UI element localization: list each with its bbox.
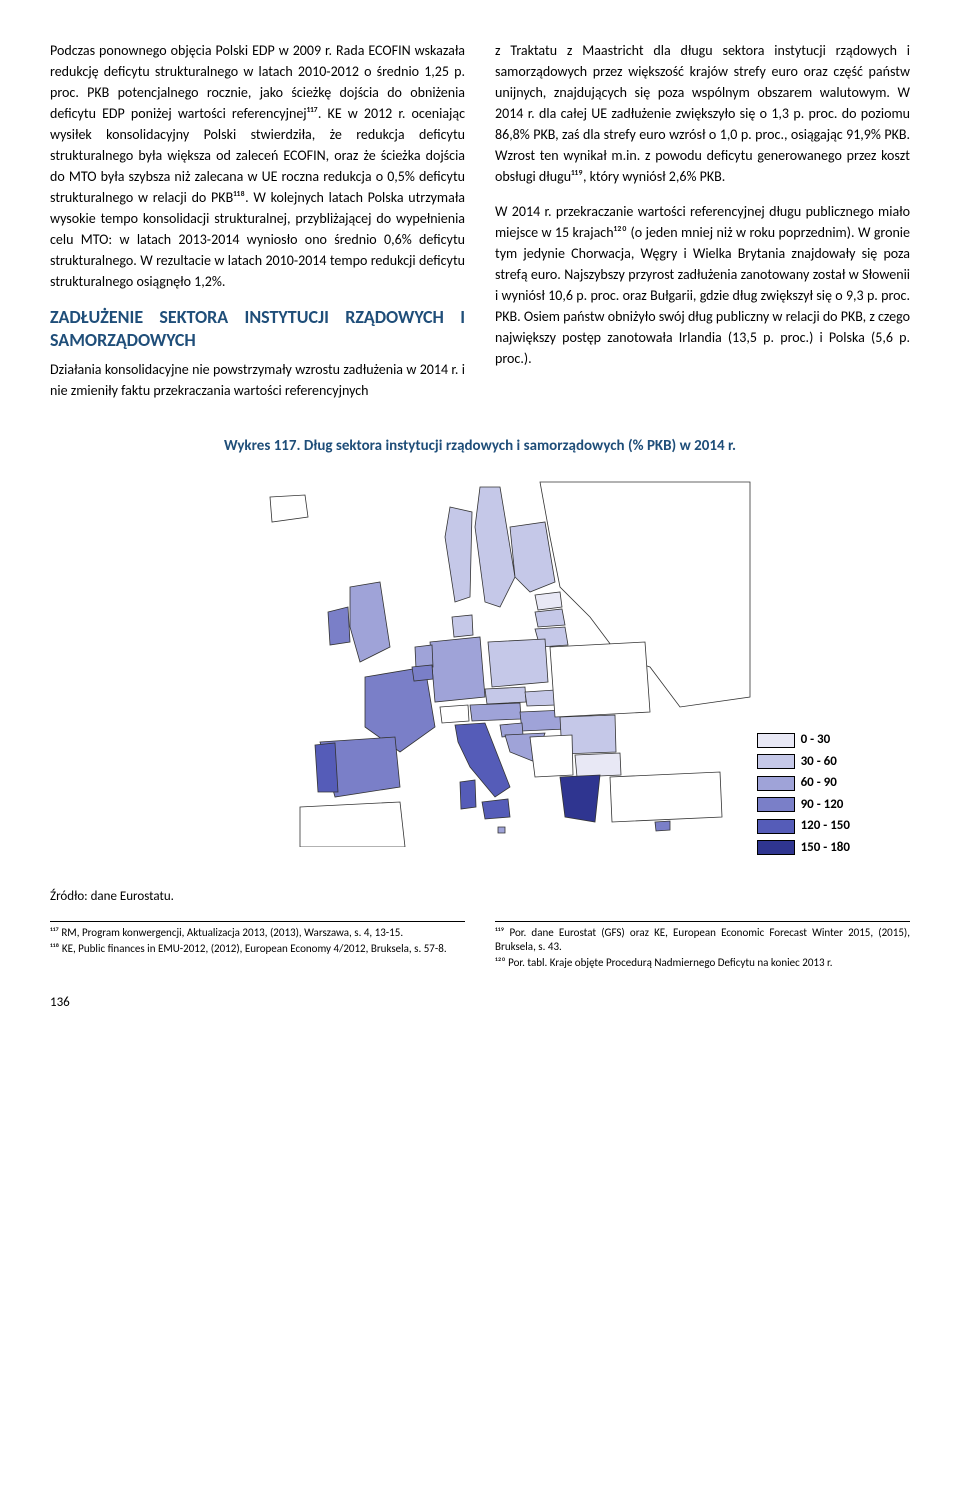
legend-row: 0 - 30 — [757, 730, 850, 750]
legend-label: 90 - 120 — [801, 795, 844, 815]
chart-title: Wykres 117. Dług sektora instytucji rząd… — [50, 435, 910, 458]
footnotes: ¹¹⁷ RM, Program konwergencji, Aktualizac… — [50, 921, 910, 973]
right-paragraph-1: z Traktatu z Maastricht dla długu sektor… — [495, 40, 910, 187]
footnote: ¹²⁰ Por. tabl. Kraje objęte Procedurą Na… — [495, 956, 910, 970]
legend-label: 0 - 30 — [801, 730, 831, 750]
left-paragraph-1: Podczas ponownego objęcia Polski EDP w 2… — [50, 40, 465, 292]
section-heading: ZADŁUŻENIE SEKTORA INSTYTUCJI RZĄDOWYCH … — [50, 306, 465, 353]
legend-swatch — [757, 733, 795, 748]
footnotes-left: ¹¹⁷ RM, Program konwergencji, Aktualizac… — [50, 921, 465, 973]
legend-label: 30 - 60 — [801, 752, 837, 772]
map-svg — [200, 467, 760, 847]
legend-label: 60 - 90 — [801, 773, 837, 793]
legend-label: 150 - 180 — [801, 838, 850, 858]
legend-swatch — [757, 776, 795, 791]
footnote: ¹¹⁹ Por. dane Eurostat (GFS) oraz KE, Eu… — [495, 926, 910, 955]
legend-swatch — [757, 840, 795, 855]
left-column: Podczas ponownego objęcia Polski EDP w 2… — [50, 40, 465, 415]
page-number: 136 — [50, 993, 910, 1013]
right-paragraph-2: W 2014 r. przekraczanie wartości referen… — [495, 201, 910, 369]
legend-row: 150 - 180 — [757, 838, 850, 858]
europe-map: 0 - 30 30 - 60 60 - 90 90 - 120 120 - 15… — [50, 467, 910, 867]
right-column: z Traktatu z Maastricht dla długu sektor… — [495, 40, 910, 415]
footnote: ¹¹⁸ KE, Public finances in EMU-2012, (20… — [50, 942, 465, 956]
legend-row: 120 - 150 — [757, 816, 850, 836]
map-legend: 0 - 30 30 - 60 60 - 90 90 - 120 120 - 15… — [757, 730, 850, 857]
footnote: ¹¹⁷ RM, Program konwergencji, Aktualizac… — [50, 926, 465, 940]
body-columns: Podczas ponownego objęcia Polski EDP w 2… — [50, 40, 910, 415]
legend-label: 120 - 150 — [801, 816, 850, 836]
legend-row: 60 - 90 — [757, 773, 850, 793]
left-paragraph-2: Działania konsolidacyjne nie powstrzymał… — [50, 359, 465, 401]
footnotes-right: ¹¹⁹ Por. dane Eurostat (GFS) oraz KE, Eu… — [495, 921, 910, 973]
legend-row: 90 - 120 — [757, 795, 850, 815]
legend-swatch — [757, 797, 795, 812]
legend-swatch — [757, 819, 795, 834]
legend-row: 30 - 60 — [757, 752, 850, 772]
legend-swatch — [757, 754, 795, 769]
chart-source: Źródło: dane Eurostatu. — [50, 887, 910, 907]
